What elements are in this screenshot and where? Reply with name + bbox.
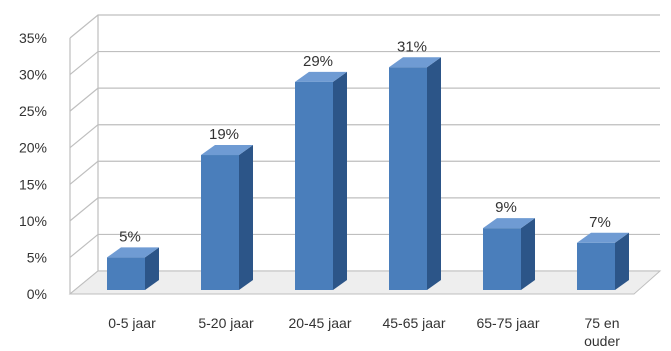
bars (107, 57, 629, 290)
bar-4 (483, 218, 535, 290)
y-tick-label-6: 30% (19, 67, 47, 83)
data-label-1: 19% (209, 126, 239, 143)
bar-top-face (389, 57, 441, 68)
category-label-1: 5-20 jaar (198, 315, 254, 331)
category-label-4: 65-75 jaar (476, 315, 539, 331)
data-label-2: 29% (303, 53, 333, 70)
bar-3 (389, 57, 441, 290)
bar-1 (201, 145, 253, 290)
data-label-0: 5% (119, 228, 141, 245)
gridline-3 (69, 160, 660, 185)
y-axis-tick-labels: 0% 5% 10% 15% 20% 25% 30% 35% (19, 30, 47, 302)
bar-top-face (107, 247, 159, 258)
bar-top-face (483, 218, 535, 229)
y-tick-label-1: 5% (27, 249, 47, 265)
gridline-2 (69, 197, 660, 222)
data-label-3: 31% (397, 38, 427, 55)
category-label-5: 75 en ouder (584, 315, 620, 349)
gridline-4 (69, 124, 660, 149)
y-tick-label-7: 35% (19, 30, 47, 46)
category-label-0: 0-5 jaar (108, 315, 156, 331)
bar-top-face (295, 71, 347, 82)
data-label-5: 7% (589, 214, 611, 231)
category-label-2: 20-45 jaar (288, 315, 351, 331)
category-label-3: 45-65 jaar (382, 315, 445, 331)
bar-top-face (577, 232, 629, 243)
bar-5 (577, 232, 629, 290)
bar-side-face (239, 145, 253, 290)
bar-front-face (483, 228, 521, 290)
y-tick-label-5: 25% (19, 103, 47, 119)
data-labels: 5% 19% 29% 31% 9% 7% (119, 38, 611, 245)
data-label-4: 9% (495, 199, 517, 216)
bar-side-face (145, 247, 159, 290)
bar-side-face (427, 57, 441, 290)
bar-0 (107, 247, 159, 290)
bar-side-face (521, 218, 535, 290)
x-axis-category-labels: 0-5 jaar 5-20 jaar 20-45 jaar 45-65 jaar 65-… (108, 315, 620, 349)
bar-top-face (201, 145, 253, 156)
bar-side-face (333, 71, 347, 290)
bar-side-face (615, 232, 629, 290)
y-tick-label-0: 0% (27, 286, 47, 302)
y-tick-label-4: 20% (19, 140, 47, 156)
bar-front-face (389, 67, 427, 290)
gridlines (69, 14, 660, 295)
bar-front-face (201, 155, 239, 290)
gridline-7 (69, 14, 660, 39)
gridline-6 (69, 50, 660, 76)
bar-front-face (295, 81, 333, 290)
bar-front-face (107, 257, 145, 290)
gridline-5 (69, 87, 660, 112)
bar-front-face (577, 242, 615, 290)
y-tick-label-3: 15% (19, 176, 47, 192)
y-tick-label-2: 10% (19, 213, 47, 229)
bar-2 (295, 71, 347, 290)
